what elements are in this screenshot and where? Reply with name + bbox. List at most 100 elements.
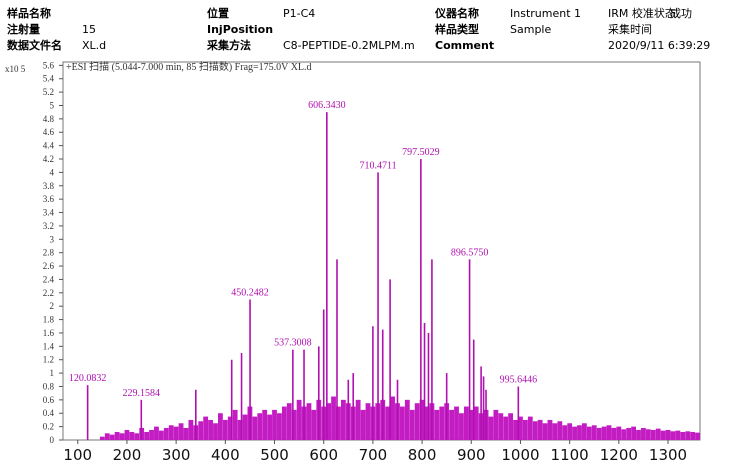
field-label: Comment bbox=[435, 39, 494, 52]
peak-label: 120.0832 bbox=[69, 373, 107, 384]
field-label: 采集方法 bbox=[206, 38, 251, 52]
x-tick-label: 1100 bbox=[551, 446, 589, 464]
noise-bar bbox=[360, 409, 366, 440]
y-tick-label: 1 bbox=[50, 368, 55, 378]
noise-bar bbox=[242, 414, 248, 440]
noise-bar bbox=[203, 416, 209, 440]
y-tick-label: 4.8 bbox=[43, 114, 55, 124]
noise-bar bbox=[306, 403, 312, 440]
noise-bar bbox=[311, 409, 317, 440]
noise-bar bbox=[355, 399, 361, 440]
y-tick-label: 5.6 bbox=[43, 60, 55, 70]
y-tick-label: 0.6 bbox=[43, 395, 55, 405]
noise-bar bbox=[385, 406, 391, 440]
noise-bar bbox=[149, 429, 154, 440]
noise-bar bbox=[414, 403, 420, 440]
noise-bar bbox=[459, 413, 464, 440]
peak-label: 896.5750 bbox=[451, 247, 489, 258]
noise-bar bbox=[537, 419, 543, 440]
noise-bar bbox=[178, 423, 184, 440]
noise-bar bbox=[163, 427, 169, 440]
noise-bar bbox=[582, 423, 587, 440]
y-tick-label: 2 bbox=[50, 301, 55, 311]
noise-bar bbox=[675, 430, 681, 440]
noise-bar bbox=[621, 429, 627, 440]
field-label: 位置 bbox=[207, 6, 229, 20]
noise-bar bbox=[665, 429, 671, 440]
noise-bar bbox=[109, 434, 115, 440]
noise-bar bbox=[641, 427, 646, 440]
noise-bar bbox=[277, 413, 282, 440]
field-label: 样品类型 bbox=[435, 22, 479, 36]
y-tick-label: 2.4 bbox=[43, 274, 55, 284]
noise-bar bbox=[586, 426, 592, 440]
noise-bar bbox=[404, 399, 410, 440]
noise-bar bbox=[670, 431, 676, 440]
y-multiplier: x10 5 bbox=[5, 64, 26, 74]
y-tick-label: 2.8 bbox=[43, 248, 55, 258]
noise-bar bbox=[286, 403, 292, 440]
x-tick-label: 1300 bbox=[649, 446, 687, 464]
field-label: 注射量 bbox=[7, 22, 40, 36]
x-tick-label: 500 bbox=[260, 446, 289, 464]
noise-bar bbox=[237, 419, 243, 440]
noise-bar bbox=[144, 431, 150, 440]
noise-bar bbox=[611, 427, 617, 440]
y-tick-label: 3.8 bbox=[43, 181, 55, 191]
y-tick-label: 2.6 bbox=[43, 261, 55, 271]
field-label: IRM 校准状态 bbox=[608, 6, 676, 20]
noise-bar bbox=[419, 399, 425, 440]
noise-bar bbox=[591, 425, 597, 440]
field-label: InjPosition bbox=[207, 23, 273, 36]
noise-bar bbox=[434, 409, 440, 440]
noise-bar bbox=[227, 416, 233, 440]
noise-bar bbox=[232, 409, 238, 440]
peak-label: 995.6446 bbox=[500, 374, 538, 385]
y-tick-label: 0.2 bbox=[43, 422, 54, 432]
noise-bar bbox=[208, 419, 213, 440]
noise-bar bbox=[168, 425, 174, 440]
x-tick-label: 700 bbox=[359, 446, 388, 464]
noise-bar bbox=[183, 427, 189, 440]
x-tick-label: 1000 bbox=[501, 446, 539, 464]
noise-bar bbox=[104, 433, 110, 440]
field-label: 数据文件名 bbox=[7, 38, 62, 52]
y-tick-label: 4 bbox=[50, 167, 55, 177]
peak-label: 606.3430 bbox=[308, 100, 346, 111]
field-label: 采集时间 bbox=[608, 22, 652, 36]
noise-bar bbox=[463, 406, 469, 440]
noise-bar bbox=[409, 409, 415, 440]
noise-bar bbox=[336, 406, 341, 440]
noise-bar bbox=[493, 409, 499, 440]
noise-bar bbox=[222, 419, 228, 440]
y-tick-label: 0.8 bbox=[43, 381, 55, 391]
noise-bar bbox=[272, 409, 277, 440]
noise-bar bbox=[424, 406, 430, 440]
x-tick-label: 100 bbox=[63, 446, 92, 464]
noise-bar bbox=[508, 413, 514, 440]
noise-bar bbox=[660, 430, 666, 440]
noise-bar bbox=[557, 421, 563, 440]
x-tick-label: 400 bbox=[211, 446, 240, 464]
noise-bar bbox=[616, 426, 622, 440]
noise-bar bbox=[449, 409, 454, 440]
noise-bar bbox=[326, 403, 332, 440]
y-tick-label: 5.2 bbox=[43, 87, 54, 97]
noise-bar bbox=[291, 409, 297, 440]
noise-bar bbox=[562, 425, 568, 440]
noise-bar bbox=[513, 419, 518, 440]
noise-bar bbox=[262, 409, 268, 440]
noise-bar bbox=[522, 419, 528, 440]
field-label: 2020/9/11 6:39:29 bbox=[608, 39, 710, 52]
noise-bar bbox=[188, 419, 194, 440]
y-tick-label: 5.4 bbox=[43, 74, 55, 84]
field-value: Instrument 1 bbox=[510, 7, 581, 20]
noise-bar bbox=[567, 423, 573, 440]
noise-bar bbox=[454, 406, 459, 440]
noise-bar bbox=[158, 430, 164, 440]
field-value: P1-C4 bbox=[283, 7, 315, 20]
y-tick-label: 4.6 bbox=[43, 127, 55, 137]
noise-bar bbox=[626, 427, 632, 440]
y-tick-label: 0 bbox=[50, 435, 55, 445]
